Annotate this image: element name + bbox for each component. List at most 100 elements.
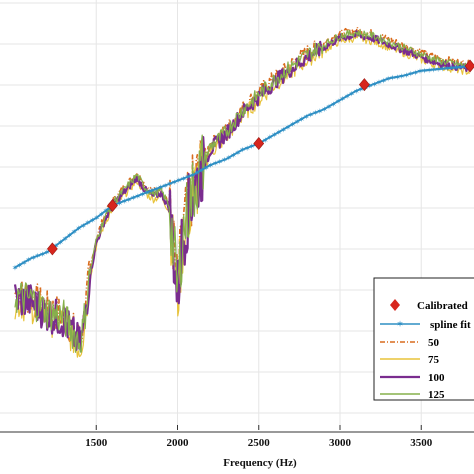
- spline-star-marker: ✶: [75, 224, 82, 233]
- spline-star-marker: ✶: [121, 197, 128, 206]
- spline-star-marker: ✶: [421, 66, 428, 75]
- spline-star-marker: ✶: [34, 252, 41, 261]
- legend-label: 75: [428, 354, 440, 366]
- x-axis-title: Frequency (Hz): [223, 457, 297, 469]
- spline-star-marker: ✶: [262, 136, 269, 145]
- spline-star-marker: ✶: [57, 238, 64, 247]
- spline-star-marker: ✶: [194, 169, 201, 178]
- spline-star-marker: ✶: [417, 67, 424, 76]
- series-layer: ✶✶✶✶✶✶✶✶✶✶✶✶✶✶✶✶✶✶✶✶✶✶✶✶✶✶✶✶✶✶✶✶✶✶✶✶✶✶✶✶…: [12, 26, 474, 358]
- spline-star-marker: ✶: [216, 157, 223, 166]
- spline-star-marker: ✶: [298, 115, 305, 124]
- spline-star-marker: ✶: [353, 87, 360, 96]
- legend-label: 50: [428, 337, 440, 349]
- spline-star-marker: ✶: [21, 258, 28, 267]
- spline-star-marker: ✶: [203, 163, 210, 172]
- spline-star-marker: ✶: [166, 180, 173, 189]
- spline-star-marker: ✶: [148, 187, 155, 196]
- spline-star-marker: ✶: [239, 146, 246, 155]
- calibrated-point: [46, 242, 58, 256]
- spline-star-marker: ✶: [80, 221, 87, 230]
- spline-star-marker: ✶: [330, 100, 337, 109]
- spline-star-marker: ✶: [62, 235, 69, 244]
- spline-star-marker: ✶: [435, 65, 442, 74]
- spline-star-marker: ✶: [398, 72, 405, 81]
- spline-star-marker: ✶: [230, 151, 237, 160]
- spline-star-marker: ✶: [385, 75, 392, 84]
- spline-star-marker: ✶: [348, 89, 355, 98]
- spline-star-marker: ✶: [380, 76, 387, 85]
- calibrated-point: [464, 59, 474, 73]
- spline-star-marker: ✶: [98, 210, 105, 219]
- spline-star-marker: ✶: [321, 105, 328, 114]
- spline-star-marker: ✶: [444, 64, 451, 73]
- spline-star-marker: ✶: [189, 171, 196, 180]
- spline-star-marker: ✶: [407, 70, 414, 79]
- spline-star-marker: ✶: [271, 131, 278, 140]
- spline-star-marker: ✶: [212, 159, 219, 168]
- spline-star-marker: ✶: [439, 65, 446, 74]
- spline-star-marker: ✶: [326, 102, 333, 111]
- calibrated-point: [253, 137, 265, 150]
- spline-star-marker: ✶: [316, 107, 323, 116]
- legend-box: [373, 277, 474, 401]
- spline-star-marker: ✶: [403, 71, 410, 80]
- spline-star-marker: ✶: [94, 213, 101, 222]
- legend-star-icon: ✶: [396, 319, 404, 329]
- spline-star-marker: ✶: [458, 63, 465, 72]
- calibrated-point: [358, 78, 370, 92]
- spline-star-marker: ✶: [376, 78, 383, 87]
- spline-star-marker: ✶: [185, 173, 192, 182]
- spline-star-marker: ✶: [43, 248, 50, 257]
- spline-star-marker: ✶: [162, 181, 169, 190]
- series-line-50: [14, 26, 471, 344]
- x-axis-ticks: 1500 2000 2500 3000 3500: [85, 425, 433, 449]
- spline-star-marker: ✶: [244, 144, 251, 153]
- spline-star-marker: ✶: [412, 68, 419, 77]
- spline-star-marker: ✶: [394, 73, 401, 82]
- legend-label: Calibrated: [417, 300, 468, 312]
- spline-star-marker: ✶: [221, 156, 228, 165]
- spline-star-marker: ✶: [39, 250, 46, 259]
- spline-star-marker: ✶: [171, 178, 178, 187]
- spline-star-marker: ✶: [103, 206, 110, 215]
- spline-star-marker: ✶: [225, 154, 232, 163]
- spline-star-marker: ✶: [71, 228, 78, 237]
- legend-label: 125: [428, 389, 445, 401]
- spline-star-marker: ✶: [157, 183, 164, 192]
- spline-star-marker: ✶: [53, 242, 60, 251]
- x-tick-label: 2000: [167, 437, 190, 449]
- spline-star-marker: ✶: [335, 97, 342, 106]
- spline-star-marker: ✶: [285, 123, 292, 132]
- spline-star-marker: ✶: [130, 194, 137, 203]
- legend: ✶ Calibrated spline fit 50 75 100 125: [373, 277, 474, 401]
- spline-star-marker: ✶: [134, 192, 141, 201]
- spline-star-marker: ✶: [175, 176, 182, 185]
- spline-star-marker: ✶: [180, 174, 187, 183]
- spline-star-marker: ✶: [289, 120, 296, 129]
- plot-area: [0, 431, 474, 433]
- spline-star-marker: ✶: [139, 190, 146, 199]
- spline-star-marker: ✶: [12, 264, 19, 273]
- legend-swatch-calibrated: [390, 299, 400, 311]
- series-line-125: [14, 29, 470, 353]
- spline-star-marker: ✶: [198, 166, 205, 175]
- spline-star-marker: ✶: [207, 161, 214, 170]
- legend-label: 100: [428, 372, 445, 384]
- spline-star-marker: ✶: [125, 195, 132, 204]
- spline-star-marker: ✶: [307, 110, 314, 119]
- calibrated-point: [107, 199, 118, 212]
- spline-star-marker: ✶: [266, 133, 273, 142]
- spline-star-marker: ✶: [280, 125, 287, 134]
- spline-star-marker: ✶: [116, 199, 123, 208]
- spline-star-marker: ✶: [426, 66, 433, 75]
- legend-label: spline fit: [430, 319, 471, 331]
- spline-star-marker: ✶: [84, 219, 91, 228]
- spline-star-marker: ✶: [16, 261, 23, 270]
- spline-star-marker: ✶: [66, 231, 73, 240]
- x-tick-label: 2500: [248, 437, 271, 449]
- spline-star-marker: ✶: [25, 256, 32, 265]
- spline-star-marker: ✶: [294, 118, 301, 127]
- spline-star-marker: ✶: [344, 92, 351, 101]
- spline-star-marker: ✶: [30, 253, 37, 262]
